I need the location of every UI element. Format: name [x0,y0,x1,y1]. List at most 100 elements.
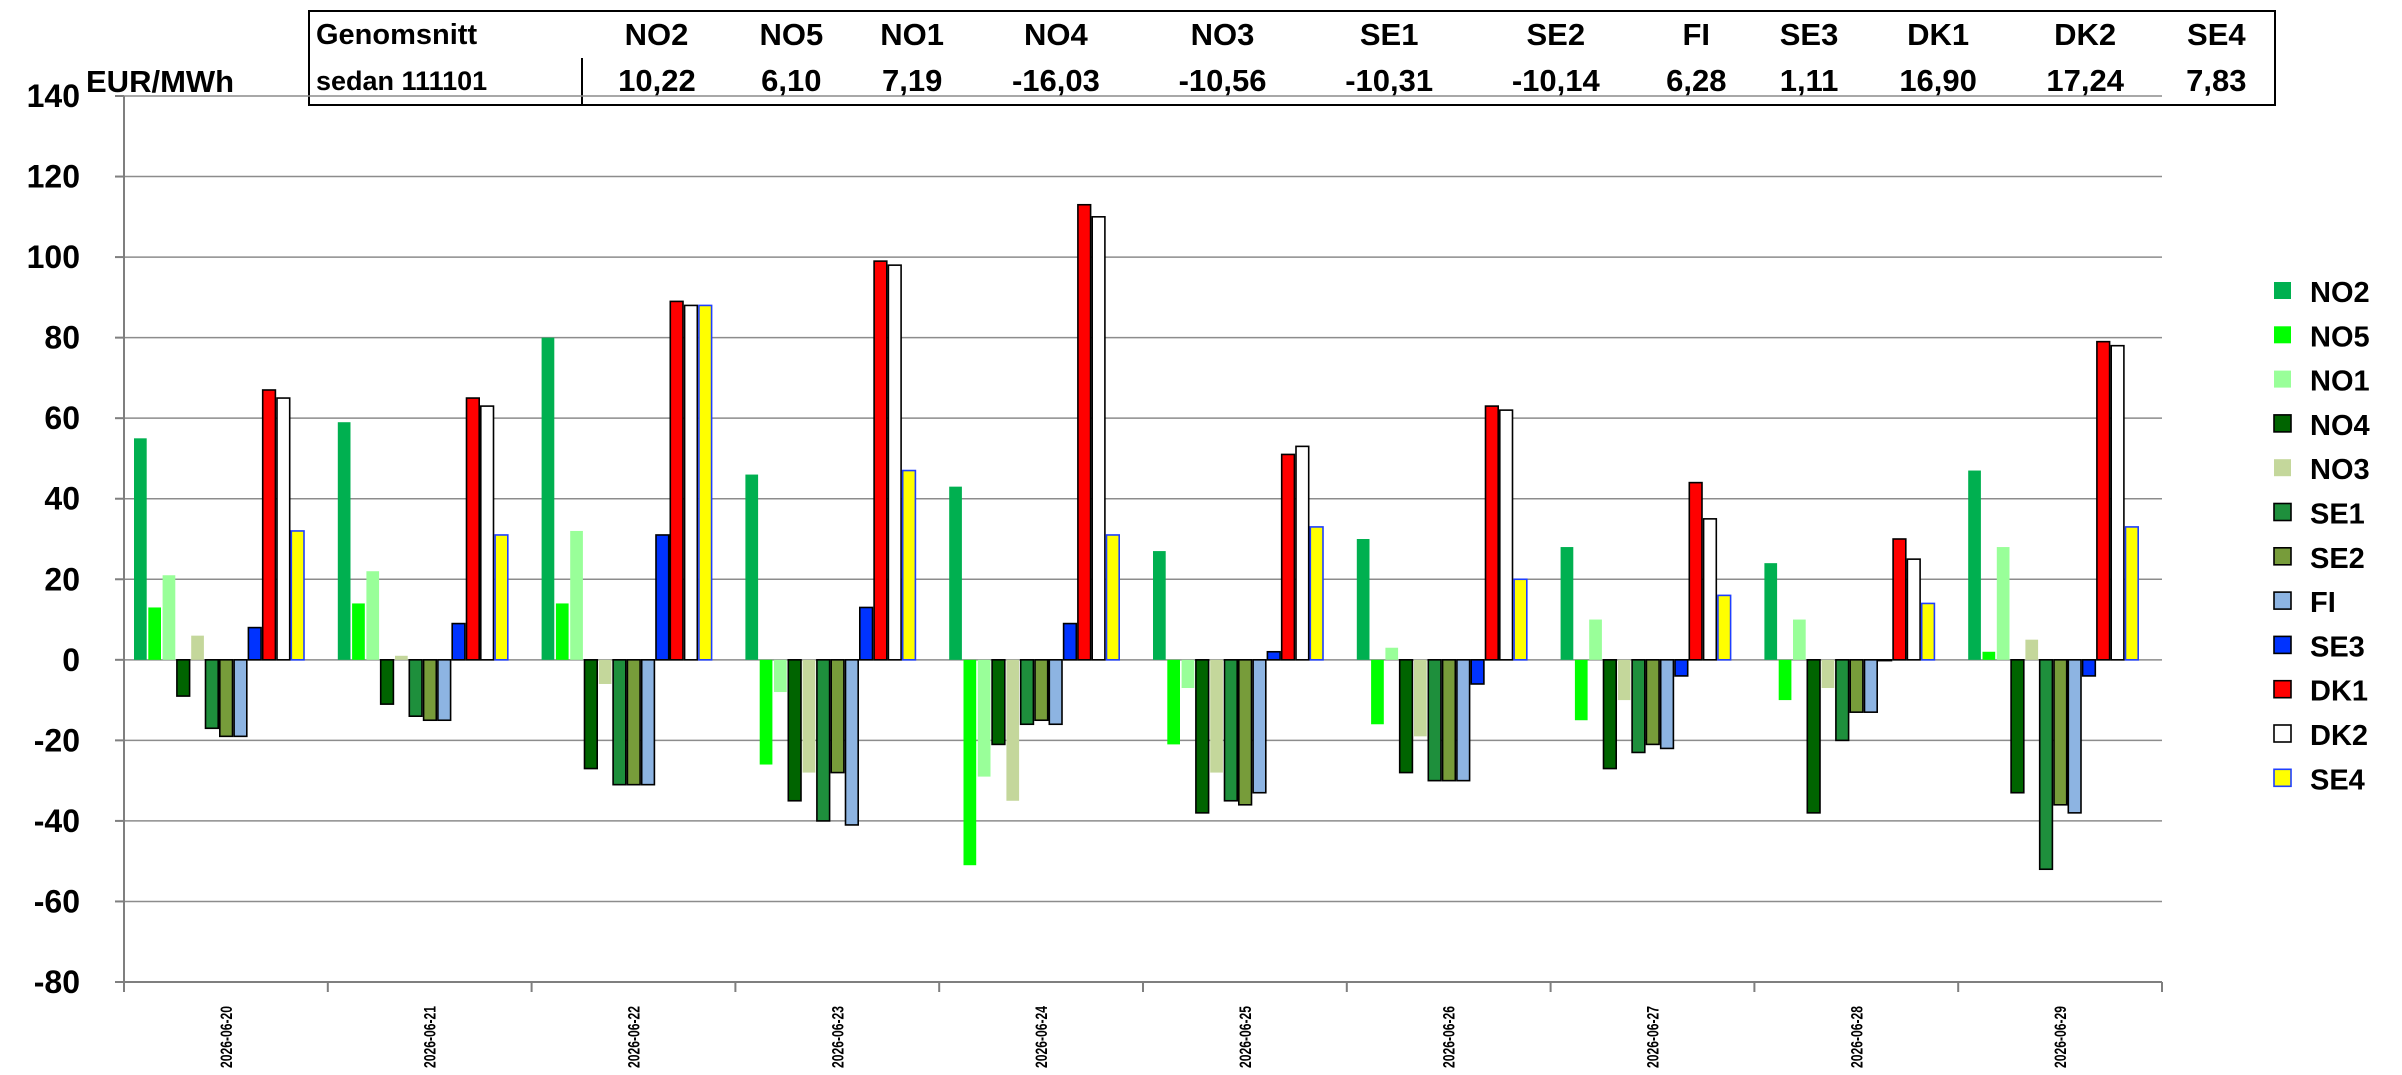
bar-dk2-2026-06-20 [276,397,291,661]
summary-value-no2: 10,22 [618,63,696,98]
y-tick-labels: -80 -60 -40 -20 0 20 40 60 80 100 120 140 [27,78,80,1000]
bar-no3-2026-06-23 [802,659,816,773]
bar-no5-2026-06-20 [148,607,161,660]
legend-label-no3: NO3 [2310,454,2370,486]
summary-zone-no3: NO3 [1190,17,1255,52]
bar-dk1-2026-06-28 [1892,538,1907,661]
summary-value-dk1: 16,90 [1899,63,1977,98]
axes [115,95,2163,992]
legend-swatch-se4 [2273,768,2292,788]
x-tick-label: 2026-06-26 [1440,1006,1459,1068]
bar-no4-2026-06-21 [379,659,395,705]
bar-no2-2026-06-25 [1153,551,1166,660]
x-tick-label: 2026-06-22 [625,1006,644,1068]
summary-zone-se1: SE1 [1359,17,1419,52]
legend-swatch-no1 [2274,370,2291,388]
bar-no1-2026-06-27 [1589,619,1602,660]
x-tick-label: 2026-06-24 [1032,1006,1051,1068]
bar-se1-2026-06-27 [1631,659,1646,754]
summary-values-row: sedan 111101 10,22 6,10 7,19 -16,03 -10,56 -1… [309,58,2275,105]
x-tick-label: 2026-06-25 [1236,1006,1255,1068]
bar-se3-2026-06-25 [1266,650,1281,661]
y-tick-label: 120 [27,159,80,195]
bar-no1-2026-06-21 [366,571,380,660]
bar-fi-2026-06-29 [2067,659,2082,814]
bar-se1-2026-06-25 [1223,659,1238,802]
gridlines [124,95,2162,903]
bar-dk2-2026-06-26 [1499,409,1514,661]
y-tick-label: -40 [34,803,80,839]
summary-header-row: Genomsnitt NO2 NO5 NO1 NO4 NO3 SE1 SE2 FI SE3 DK1… [309,11,2275,58]
bar-no2-2026-06-26 [1356,539,1370,660]
bar-se4-2026-06-24 [1105,534,1120,661]
legend-swatch-no5 [2274,326,2291,344]
summary-zone-se2: SE2 [1526,17,1586,52]
legend-label-no2: NO2 [2310,277,2370,309]
bar-no4-2026-06-27 [1602,659,1617,770]
summary-value-se4: 7,83 [2186,63,2247,98]
y-tick-label: 60 [44,400,80,436]
bar-se2-2026-06-28 [1849,659,1864,713]
bar-no1-2026-06-28 [1793,619,1806,660]
bar-dk1-2026-06-25 [1280,453,1296,661]
bar-dk2-2026-06-22 [683,304,699,661]
bar-se3-2026-06-20 [247,626,262,661]
bar-no1-2026-06-29 [1996,547,2010,660]
bar-se1-2026-06-23 [816,659,831,822]
bar-no4-2026-06-26 [1398,659,1414,774]
bar-no2-2026-06-27 [1560,547,1574,660]
bar-se3-2026-06-26 [1470,659,1485,685]
bar-se1-2026-06-22 [612,659,627,786]
bar-fi-2026-06-22 [640,659,656,786]
legend-swatch-se3 [2273,635,2292,655]
bar-se3-2026-06-28 [1878,659,1893,662]
legend-label-se3: SE3 [2310,631,2365,663]
bar-se1-2026-06-24 [1019,659,1035,726]
summary-value-se3: 1,11 [1779,63,1839,98]
bar-no3-2026-06-24 [1006,659,1020,801]
bar-dk1-2026-06-26 [1484,405,1499,661]
legend-swatch-no3 [2274,459,2291,477]
bar-se2-2026-06-26 [1441,659,1457,782]
legend-swatch-dk1 [2273,679,2292,699]
summary-row1-label: Genomsnitt [316,18,478,51]
bar-se4-2026-06-27 [1717,594,1732,661]
bar-se2-2026-06-22 [626,659,641,786]
y-tick-label: 40 [44,481,80,517]
bar-no5-2026-06-24 [963,659,977,866]
legend-label-se1: SE1 [2310,499,2365,531]
summary-value-no1: 7,19 [882,63,943,98]
x-tick-label: 2026-06-20 [217,1006,236,1068]
legend-swatch-se2 [2273,546,2292,566]
bar-dk1-2026-06-24 [1077,203,1092,661]
bar-no3-2026-06-22 [598,659,612,684]
y-tick-label: -80 [34,964,80,1000]
bar-dk2-2026-06-23 [887,264,902,661]
bar-dk2-2026-06-28 [1906,558,1921,661]
y-tick-label: 100 [27,239,80,275]
y-tick-label: 140 [27,78,80,114]
bar-no5-2026-06-25 [1167,659,1180,745]
bar-no2-2026-06-28 [1764,563,1778,660]
bar-se4-2026-06-22 [698,304,713,661]
bar-fi-2026-06-27 [1659,659,1675,750]
bar-se1-2026-06-28 [1835,659,1850,742]
bar-no3-2026-06-25 [1210,659,1223,773]
legend-label-se2: SE2 [2310,543,2365,575]
legend-swatch-no2 [2274,282,2291,299]
bar-se3-2026-06-24 [1062,622,1078,661]
bar-no3-2026-06-28 [1821,659,1835,689]
bar-se4-2026-06-25 [1309,526,1324,661]
legend-label-dk1: DK1 [2310,676,2368,708]
x-tick-label: 2026-06-28 [1847,1006,1866,1068]
summary-zone-no1: NO1 [880,17,945,52]
bar-no5-2026-06-23 [759,659,773,765]
bars [134,203,2139,871]
bar-no2-2026-06-20 [134,438,147,660]
x-tick-labels: 2026-06-20 2026-06-21 2026-06-22 2026-06-23… [217,1006,2070,1068]
bar-no3-2026-06-20 [191,635,204,660]
bar-dk1-2026-06-22 [669,300,684,661]
bar-no2-2026-06-21 [337,422,351,660]
summary-zone-dk2: DK2 [2054,17,2117,52]
